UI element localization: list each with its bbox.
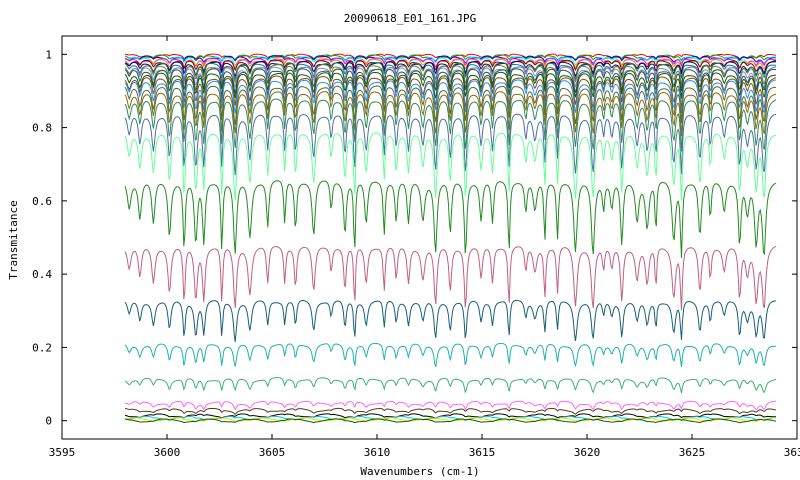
series-group	[124, 53, 777, 424]
series-line	[124, 299, 777, 342]
x-axis-label: Wavenumbers (cm-1)	[360, 465, 479, 478]
x-axis: 3595 3600 3605 3610 3615 3620 3625 3630	[49, 36, 800, 459]
series-line	[124, 91, 777, 136]
x-tick-label: 3595	[49, 446, 76, 459]
series-line	[124, 64, 777, 86]
series-line	[124, 55, 777, 65]
x-tick-label: 3605	[259, 446, 286, 459]
series-line	[124, 98, 777, 152]
series-line	[124, 75, 777, 109]
chart-title: 20090618_E01_161.JPG	[344, 12, 476, 25]
y-tick-label: 0.8	[32, 122, 52, 135]
y-axis: 0 0.2 0.4 0.6 0.8 1	[32, 48, 797, 428]
series-line	[124, 413, 777, 419]
series-line	[124, 85, 777, 125]
plot-frame	[61, 35, 798, 440]
y-tick-label: 0.6	[32, 195, 52, 208]
y-tick-label: 0.2	[32, 341, 52, 354]
series-line	[124, 407, 777, 415]
series-line	[124, 418, 777, 424]
y-tick-label: 1	[45, 48, 52, 61]
series-line	[124, 68, 777, 94]
y-axis-label: Transmitance	[7, 200, 20, 279]
series-line	[124, 180, 777, 259]
series-line	[124, 377, 777, 394]
series-line	[124, 342, 777, 368]
x-tick-label: 3625	[679, 446, 706, 459]
x-tick-label: 3615	[469, 446, 496, 459]
series-line	[124, 415, 777, 421]
series-line	[124, 66, 777, 90]
series-line	[124, 79, 777, 114]
series-line	[124, 245, 777, 311]
x-tick-label: 3620	[574, 446, 601, 459]
series-line	[124, 132, 777, 201]
series-line	[124, 59, 777, 75]
y-tick-label: 0	[45, 415, 52, 428]
series-line	[124, 400, 777, 411]
x-tick-label: 3630	[784, 446, 800, 459]
x-tick-label: 3600	[154, 446, 181, 459]
y-tick-label: 0.4	[32, 268, 52, 281]
x-tick-label: 3610	[364, 446, 391, 459]
series-line	[124, 71, 777, 99]
series-line	[124, 113, 777, 176]
